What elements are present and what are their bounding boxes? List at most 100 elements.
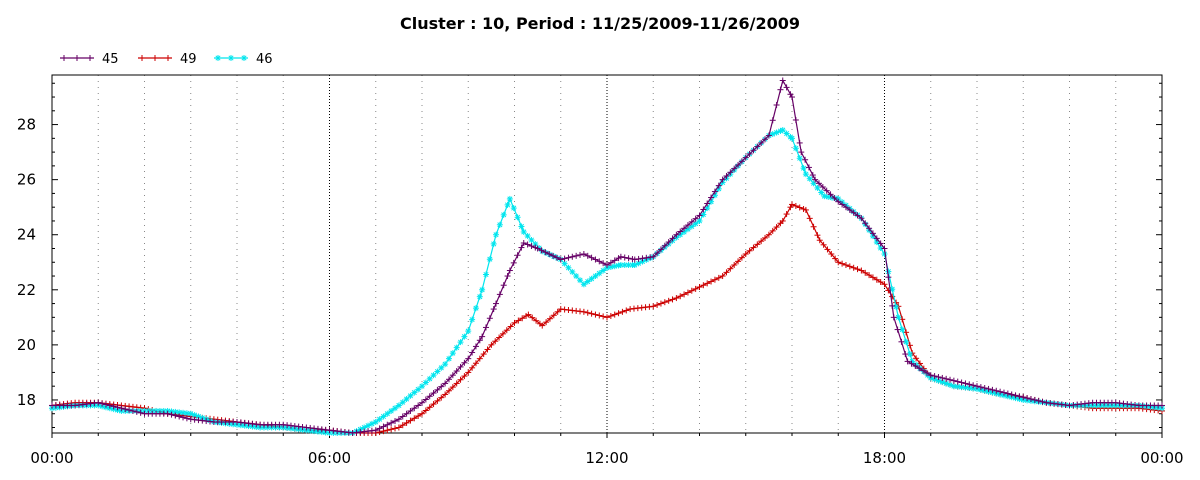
series-46 [49, 127, 1165, 436]
data-point-marker [449, 384, 456, 391]
data-point-marker [1024, 395, 1031, 402]
data-point-marker [700, 282, 707, 289]
data-point-marker [858, 215, 865, 222]
data-point-marker [453, 380, 460, 387]
series-markers-46 [49, 127, 1165, 436]
data-point-marker [183, 415, 190, 422]
data-point-marker [1004, 390, 1011, 397]
data-point-marker [415, 402, 422, 409]
data-point-marker [565, 254, 572, 261]
data-point-marker [657, 300, 664, 307]
data-point-marker [708, 194, 715, 201]
data-point-marker [479, 333, 486, 340]
data-point-marker [61, 55, 67, 61]
data-point-marker [557, 256, 564, 263]
data-point-marker [176, 413, 183, 420]
data-point-marker [561, 260, 568, 267]
data-point-marker [742, 154, 749, 161]
data-point-marker [773, 101, 780, 108]
data-point-marker [802, 156, 809, 163]
data-point-marker [422, 379, 429, 386]
data-point-marker [453, 368, 460, 375]
data-point-marker [723, 269, 730, 276]
data-point-marker [215, 55, 221, 61]
marker-stroke [935, 378, 942, 384]
data-point-marker [881, 245, 888, 252]
data-point-marker [617, 253, 624, 260]
data-point-marker [688, 223, 695, 230]
marker-stroke [780, 127, 786, 133]
data-point-marker [920, 367, 927, 374]
data-point-marker [472, 343, 479, 350]
data-point-marker [469, 364, 476, 371]
data-point-marker [866, 225, 873, 232]
data-point-marker [407, 417, 414, 424]
data-point-marker [493, 231, 499, 238]
data-point-marker [802, 206, 809, 213]
marker-stroke [881, 251, 888, 257]
data-point-marker [514, 214, 521, 221]
data-point-marker [765, 231, 772, 238]
data-point-marker [388, 407, 395, 414]
data-point-marker [783, 84, 790, 91]
data-point-marker [974, 383, 980, 390]
data-point-marker [877, 278, 884, 285]
data-point-marker [810, 180, 817, 187]
data-point-marker [445, 387, 452, 394]
data-point-marker [908, 360, 915, 367]
data-point-marker [476, 355, 483, 362]
data-point-marker [490, 240, 497, 247]
marker-stroke [215, 55, 221, 61]
data-point-marker [846, 263, 853, 270]
marker-stroke [469, 317, 475, 323]
data-point-marker [854, 266, 861, 273]
data-point-marker [805, 164, 812, 171]
data-point-marker [719, 176, 726, 183]
data-point-marker [384, 421, 391, 428]
marker-stroke [188, 411, 194, 417]
data-point-marker [731, 165, 738, 172]
data-point-marker [519, 315, 526, 322]
data-point-marker [524, 241, 531, 248]
data-point-marker [977, 384, 984, 391]
data-point-marker [607, 259, 614, 266]
marker-stroke [507, 196, 513, 202]
data-point-marker [372, 427, 379, 434]
data-point-marker [172, 412, 179, 419]
data-point-marker [684, 222, 691, 229]
data-point-marker [950, 377, 957, 384]
data-point-marker [885, 274, 892, 281]
data-point-marker [442, 361, 449, 368]
marker-stroke [518, 223, 524, 230]
data-point-marker [943, 375, 950, 382]
data-point-marker [596, 312, 603, 319]
data-point-marker [625, 255, 632, 262]
data-point-marker [504, 273, 511, 280]
data-point-marker [476, 337, 483, 344]
data-point-marker [873, 276, 880, 283]
data-point-marker [376, 416, 383, 423]
data-point-marker [426, 404, 433, 411]
marker-stroke [878, 245, 884, 251]
data-point-marker [482, 324, 489, 331]
series-layer [49, 77, 1165, 436]
data-point-marker [457, 363, 464, 370]
data-point-marker [750, 147, 757, 154]
data-point-marker [461, 359, 468, 366]
marker-stroke [784, 130, 790, 137]
marker-stroke [431, 372, 437, 378]
data-point-marker [419, 399, 425, 406]
data-point-marker [395, 424, 402, 431]
data-point-marker [525, 311, 532, 318]
data-point-marker [596, 258, 603, 265]
data-point-marker [472, 360, 479, 367]
data-point-marker [546, 315, 553, 322]
marker-stroke [681, 229, 687, 235]
marker-stroke [821, 193, 827, 199]
series-45 [49, 77, 1165, 436]
marker-stroke [483, 271, 489, 278]
data-point-marker [457, 376, 464, 383]
marker-stroke [427, 376, 433, 382]
data-point-marker [792, 202, 799, 209]
marker-stroke [618, 262, 624, 268]
